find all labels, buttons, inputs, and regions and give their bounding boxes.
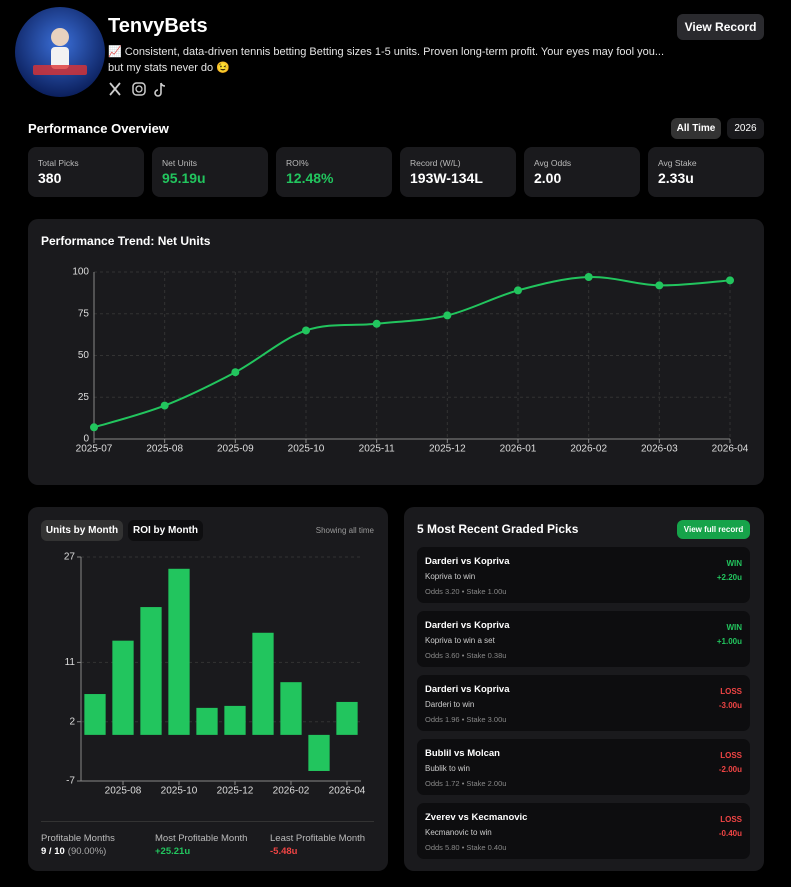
tab-roi[interactable]: ROI by Month — [128, 520, 203, 541]
divider — [41, 821, 374, 822]
showing-note: Showing all time — [315, 526, 374, 535]
pick-units: -2.00u — [718, 765, 742, 774]
stat-card: Avg Stake 2.33u — [648, 147, 764, 197]
pick-meta: Odds 3.20 • Stake 1.00u — [425, 587, 507, 596]
stat-value: 2.33u — [658, 170, 694, 186]
pick-meta: Odds 5.80 • Stake 0.40u — [425, 843, 507, 852]
stat-card: Total Picks 380 — [28, 147, 144, 197]
view-record-button[interactable]: View Record — [677, 14, 764, 40]
toggle-2026[interactable]: 2026 — [727, 118, 764, 139]
social-icons — [109, 82, 166, 97]
stat-label: Avg Odds — [534, 158, 572, 168]
pick-units: -3.00u — [718, 701, 742, 710]
stat-card: Net Units 95.19u — [152, 147, 268, 197]
stat-label: ROI% — [286, 158, 309, 168]
summary-label: Profitable Months — [41, 833, 115, 844]
summary-note: (90.00%) — [67, 846, 107, 857]
pick-selection: Bublik to win — [425, 764, 470, 773]
pick-selection: Kopriva to win a set — [425, 636, 495, 645]
monthly-panel — [28, 507, 388, 871]
profile-bio: 📈 Consistent, data-driven tennis betting… — [108, 46, 665, 74]
profile-name: TenvyBets — [108, 15, 208, 37]
pick-selection: Kopriva to win — [425, 572, 476, 581]
stat-card: Record (W/L) 193W-134L — [400, 147, 516, 197]
pick-match: Darderi vs Kopriva — [425, 620, 510, 631]
pick-meta: Odds 1.72 • Stake 2.00u — [425, 779, 507, 788]
toggle-all-time[interactable]: All Time — [671, 118, 721, 139]
stat-card: ROI% 12.48% — [276, 147, 392, 197]
overview-title: Performance Overview — [28, 121, 169, 136]
summary-label: Least Profitable Month — [270, 833, 366, 844]
summary-label: Most Profitable Month — [155, 833, 248, 844]
avatar — [15, 7, 105, 97]
stat-card: Avg Odds 2.00 — [524, 147, 640, 197]
trend-panel — [28, 219, 764, 485]
stat-value: 380 — [38, 170, 62, 186]
pick-selection: Kecmanovic to win — [425, 828, 492, 837]
instagram-icon[interactable] — [132, 82, 146, 96]
pick-card: Darderi vs Kopriva Kopriva to win a set Od… — [417, 611, 750, 667]
summary-value: 9 / 10 (90.00%) — [41, 846, 107, 857]
pick-match: Darderi vs Kopriva — [425, 684, 510, 695]
stat-label: Net Units — [162, 158, 197, 168]
pick-result: LOSS — [720, 815, 742, 824]
pick-result: WIN — [726, 559, 742, 568]
tiktok-icon[interactable] — [154, 82, 166, 97]
stat-value: 12.48% — [286, 170, 334, 186]
pick-card: Darderi vs Kopriva Darderi to win Odds 1.9… — [417, 675, 750, 731]
tab-units[interactable]: Units by Month — [41, 520, 123, 541]
pick-selection: Darderi to win — [425, 700, 475, 709]
pick-match: Bublil vs Molcan — [425, 748, 500, 759]
trend-title: Performance Trend: Net Units — [41, 234, 211, 248]
pick-units: -0.40u — [718, 829, 742, 838]
pick-meta: Odds 3.60 • Stake 0.38u — [425, 651, 507, 660]
pick-result: WIN — [726, 623, 742, 632]
pick-match: Zverev vs Kecmanovic — [425, 812, 528, 823]
summary-value: +25.21u — [155, 846, 191, 857]
stat-label: Total Picks — [38, 158, 79, 168]
stat-value: 2.00 — [534, 170, 562, 186]
summary-value: -5.48u — [270, 846, 298, 857]
stat-label: Record (W/L) — [410, 158, 461, 168]
pick-result: LOSS — [720, 687, 742, 696]
pick-match: Darderi vs Kopriva — [425, 556, 510, 567]
x-icon[interactable] — [109, 82, 121, 96]
pick-meta: Odds 1.96 • Stake 3.00u — [425, 715, 507, 724]
stat-value: 95.19u — [162, 170, 206, 186]
picks-title: 5 Most Recent Graded Picks — [417, 522, 579, 536]
view-full-record-button[interactable]: View full record — [677, 520, 750, 539]
pick-units: +1.00u — [716, 637, 742, 646]
pick-units: +2.20u — [716, 573, 742, 582]
stat-value: 193W-134L — [410, 170, 483, 186]
pick-card: Darderi vs Kopriva Kopriva to win Odds 3.2… — [417, 547, 750, 603]
stat-label: Avg Stake — [658, 158, 697, 168]
pick-card: Bublil vs Molcan Bublik to win Odds 1.72 •… — [417, 739, 750, 795]
pick-result: LOSS — [720, 751, 742, 760]
pick-card: Zverev vs Kecmanovic Kecmanovic to win Odd… — [417, 803, 750, 859]
